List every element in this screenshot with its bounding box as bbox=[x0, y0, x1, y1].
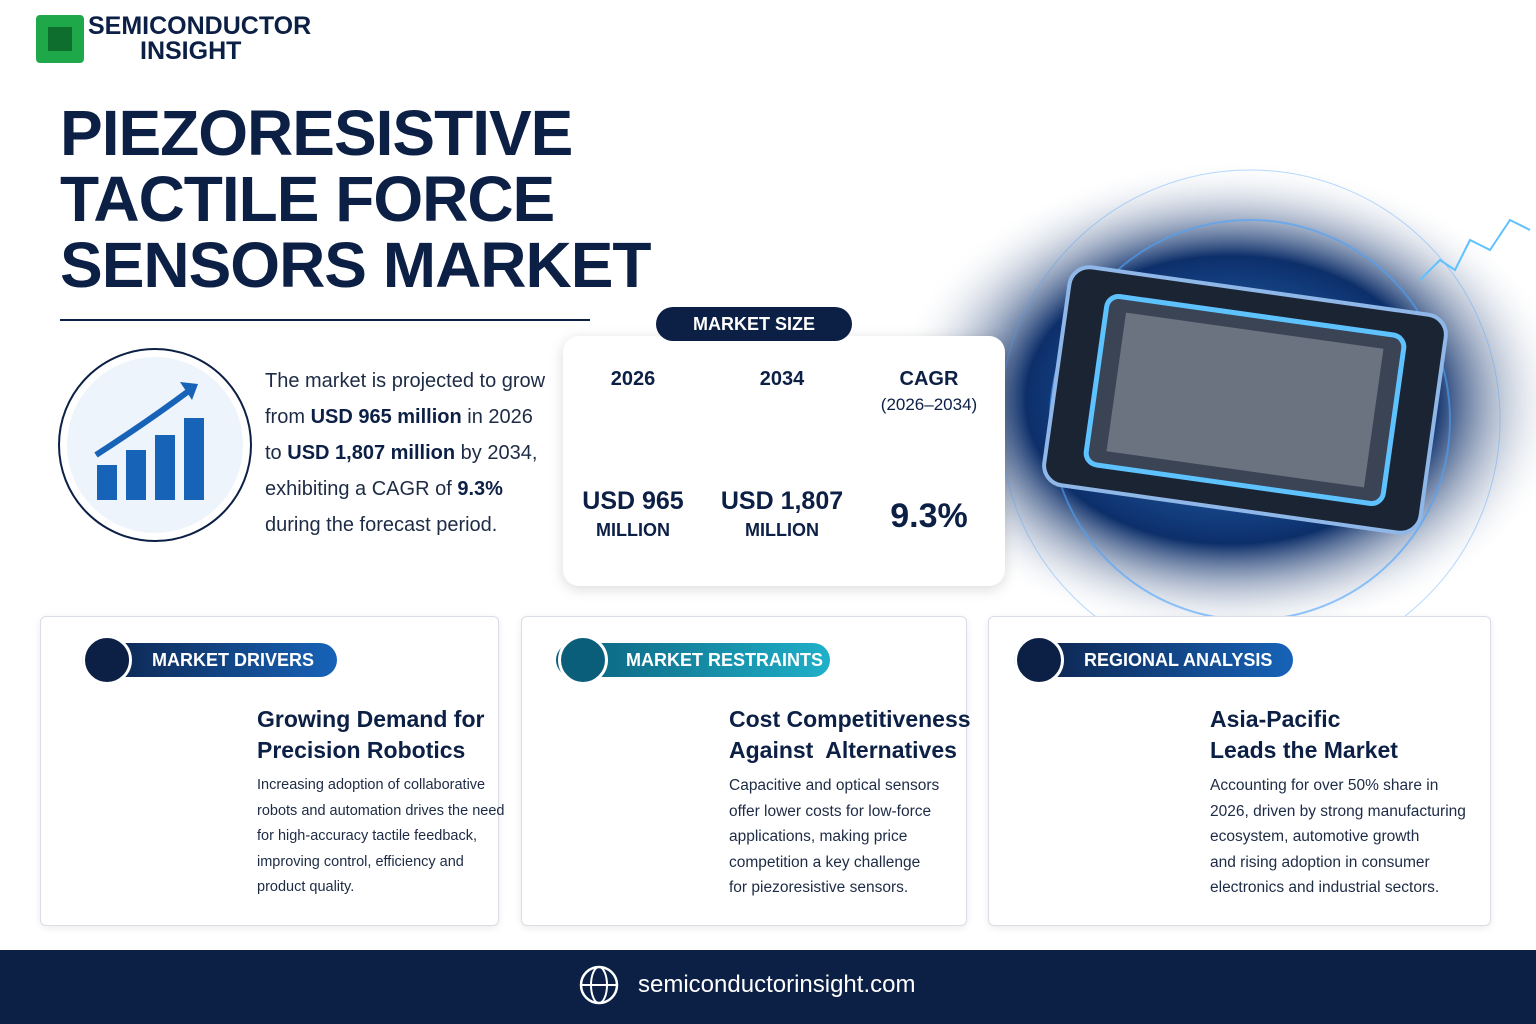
line: Cost Competitiveness bbox=[729, 706, 971, 732]
logo-line: INSIGHT bbox=[140, 37, 242, 65]
text: in 2026 to bbox=[265, 406, 533, 464]
title-line: SENSORS MARKET bbox=[60, 229, 651, 301]
heading: CAGR bbox=[899, 368, 959, 390]
line: electronics and industrial sectors. bbox=[1210, 879, 1440, 896]
highlight: USD 1,807 million bbox=[287, 442, 456, 464]
value: USD 965 bbox=[582, 487, 684, 515]
unit: MILLION bbox=[745, 520, 819, 540]
logo: SEMICONDUCTOR INSIGHT bbox=[88, 14, 311, 64]
heading: 2034 bbox=[759, 368, 805, 390]
line: 2026, driven by strong manufacturing bbox=[1210, 802, 1466, 820]
title-line: PIEZORESISTIVE bbox=[60, 97, 573, 169]
card-title: Asia-Pacific Leads the Market bbox=[1210, 704, 1466, 766]
text: by 2034, exhibiting a CAGR of bbox=[265, 442, 538, 500]
title-line: TACTILE FORCE bbox=[60, 163, 555, 235]
line: and rising adoption in consumer bbox=[1210, 853, 1430, 871]
main-title: PIEZORESISTIVE TACTILE FORCE SENSORS MAR… bbox=[60, 100, 651, 298]
line: Precision Robotics bbox=[257, 737, 466, 763]
line: Against Alternatives bbox=[729, 737, 957, 763]
text: during the forecast period. bbox=[265, 514, 498, 536]
highlight: 9.3% bbox=[457, 478, 503, 500]
line: Increasing adoption of collaborative bbox=[257, 777, 486, 793]
line: for piezoresistive sensors. bbox=[729, 879, 909, 896]
text: The market is projected to grow from bbox=[265, 370, 546, 428]
line: robots and automation drives the need bbox=[257, 802, 505, 819]
line: product quality. bbox=[257, 879, 355, 895]
line: Asia-Pacific bbox=[1210, 706, 1341, 732]
card-body: Increasing adoption of collaborative robo… bbox=[257, 773, 504, 901]
line: improving control, efficiency and bbox=[257, 853, 464, 870]
icon bbox=[1014, 635, 1064, 685]
icon bbox=[558, 635, 608, 685]
card-text: Growing Demand for Precision Robotics Inc… bbox=[257, 704, 504, 901]
logo-line: SEMICONDUCTOR bbox=[88, 12, 312, 40]
value: 9.3% bbox=[890, 497, 968, 535]
line: applications, making price bbox=[729, 828, 908, 845]
line: Capacitive and optical sensors bbox=[729, 777, 940, 794]
card-title: Cost Competitiveness Against Alternatives bbox=[729, 704, 971, 766]
market-size-label: MARKET SIZE bbox=[656, 307, 852, 341]
line: Growing Demand for bbox=[257, 706, 485, 732]
summary: The market is projected to grow from USD… bbox=[265, 363, 555, 543]
icon bbox=[82, 635, 132, 685]
card-title: Growing Demand for Precision Robotics bbox=[257, 704, 504, 766]
column: 2026 USD 965 MILLION bbox=[563, 366, 703, 541]
market-size-card: 2026 USD 965 MILLION 2034 USD 1,807 MILL… bbox=[563, 336, 1005, 586]
highlight: USD 965 million bbox=[310, 406, 462, 428]
heading: 2026 bbox=[610, 368, 656, 390]
unit: MILLION bbox=[596, 520, 670, 540]
card-text: Asia-Pacific Leads the Market Accounting … bbox=[1210, 704, 1466, 901]
column: CAGR (2026–2034) 9.3% bbox=[859, 366, 999, 536]
column: 2034 USD 1,807 MILLION bbox=[712, 366, 852, 541]
footer-link[interactable]: semiconductorinsight.com bbox=[638, 971, 916, 998]
card-body: Capacitive and optical sensors offer lowe… bbox=[729, 773, 971, 901]
line: Leads the Market bbox=[1210, 737, 1398, 763]
period: (2026–2034) bbox=[880, 395, 978, 414]
line: competition a key challenge bbox=[729, 853, 921, 871]
line: offer lower costs for low-force bbox=[729, 802, 932, 820]
line: ecosystem, automotive growth bbox=[1210, 828, 1420, 845]
line: Accounting for over 50% share in bbox=[1210, 777, 1439, 794]
card-text: Cost Competitiveness Against Alternatives… bbox=[729, 704, 971, 901]
line: for high-accuracy tactile feedback, bbox=[257, 828, 478, 844]
value: USD 1,807 bbox=[720, 487, 844, 515]
card-body: Accounting for over 50% share in 2026, dr… bbox=[1210, 773, 1466, 901]
